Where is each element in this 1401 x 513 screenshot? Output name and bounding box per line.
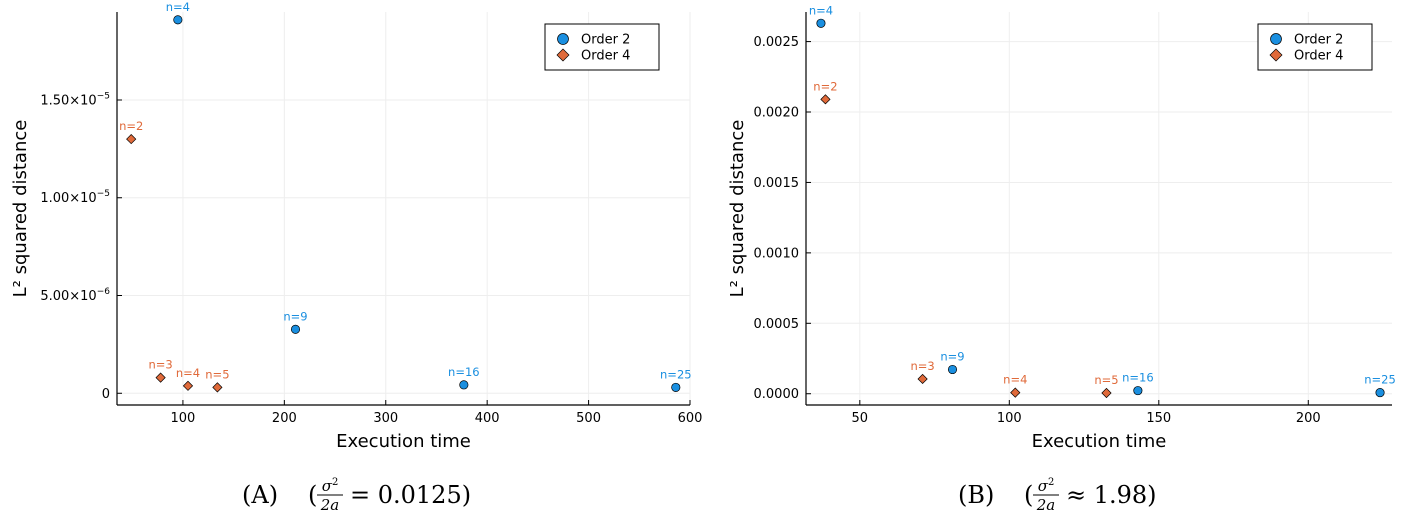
legend-box [1257, 23, 1373, 71]
point-label: n=4 [1003, 373, 1027, 387]
legend-entry: Order 4 [1294, 49, 1343, 64]
order2-point [671, 382, 681, 392]
order4-point [126, 133, 137, 145]
point-label: n=4 [176, 366, 200, 380]
caption-open-paren: ( [308, 481, 317, 509]
legend-marker-order4 [1269, 48, 1283, 62]
order2-point [1133, 386, 1143, 396]
order4-point [212, 382, 223, 393]
y-tick-label: 0.0015 [754, 176, 800, 191]
x-tick-label: 400 [475, 411, 500, 426]
chart-panel-1: 100 200 300 400 500 600 0 5.00×10−6 1.00×10−5 1.5… [10, 0, 702, 513]
order2-point [459, 380, 469, 390]
x-tick-label: 500 [576, 411, 601, 426]
x-axis-label: Execution time [1032, 431, 1167, 452]
point-label: n=5 [1094, 373, 1118, 387]
x-tick-label: 50 [852, 411, 869, 426]
caption-numerator: σ2 [322, 477, 339, 495]
caption-denominator: 2a [1036, 496, 1056, 513]
caption-value: ≈ 1.98) [1066, 481, 1157, 509]
point-label: n=9 [283, 309, 307, 323]
x-tick-label: 100 [171, 411, 196, 426]
point-label: n=16 [448, 365, 480, 379]
legend-marker-order2 [1270, 33, 1282, 45]
caption-numerator: σ2 [1038, 477, 1055, 495]
point-label: n=2 [119, 119, 143, 133]
legend-entry: Order 2 [581, 33, 630, 48]
x-tick-label: 100 [997, 411, 1022, 426]
point-label: n=5 [205, 367, 229, 381]
y-tick-label: 0.0025 [754, 35, 800, 50]
legend-marker-order4 [556, 48, 570, 62]
y-tick-label: 0.0005 [754, 317, 800, 332]
x-tick-label: 600 [678, 411, 703, 426]
y-axis-label: L² squared distance [10, 120, 31, 298]
point-label: n=9 [940, 350, 964, 364]
chart-panel-2: 50 100 150 200 0.0000 0.0005 0.0010 0.0015 0.002… [727, 3, 1396, 513]
y-tick-label: 5.00×10−6 [40, 287, 110, 304]
order4-point [820, 94, 831, 105]
order2-point [816, 18, 826, 28]
point-label: n=2 [813, 79, 837, 93]
y-tick-label: 1.50×10−5 [40, 91, 110, 108]
order2-point [1375, 388, 1385, 398]
y-tick-label: 0 [102, 387, 110, 402]
caption-value: = 0.0125) [350, 481, 471, 509]
legend-entry: Order 4 [581, 49, 630, 64]
x-axis-label: Execution time [336, 431, 471, 452]
caption-open-paren: ( [1024, 481, 1033, 509]
legend-box [544, 23, 660, 71]
x-tick-label: 150 [1146, 411, 1171, 426]
x-tick-label: 300 [373, 411, 398, 426]
point-label: n=3 [148, 358, 172, 372]
x-tick-label: 200 [272, 411, 297, 426]
caption-letter: (B) [958, 481, 1002, 509]
point-label: n=4 [809, 3, 833, 17]
point-label: n=3 [910, 359, 934, 373]
point-label: n=4 [166, 0, 190, 14]
order4-point [917, 373, 928, 385]
caption-letter: (A) [242, 481, 286, 509]
order2-point [947, 364, 958, 375]
y-tick-label: 0.0020 [754, 106, 800, 121]
legend-marker-order2 [557, 33, 569, 45]
order4-point [1101, 387, 1112, 399]
y-tick-label: 0.0010 [754, 246, 800, 261]
point-label: n=25 [1364, 373, 1396, 387]
legend-entry: Order 2 [1294, 33, 1343, 48]
y-axis-label: L² squared distance [727, 120, 748, 298]
order4-point [182, 380, 194, 391]
point-label: n=16 [1122, 371, 1154, 385]
order2-point [290, 324, 301, 334]
caption-denominator: 2a [320, 496, 340, 513]
x-tick-label: 200 [1296, 411, 1321, 426]
point-label: n=25 [660, 367, 692, 381]
y-tick-label: 0.0000 [754, 387, 800, 402]
y-tick-label: 1.00×10−5 [40, 189, 110, 206]
order4-point [155, 372, 166, 383]
order4-point [1010, 387, 1021, 398]
order2-point [173, 15, 183, 25]
